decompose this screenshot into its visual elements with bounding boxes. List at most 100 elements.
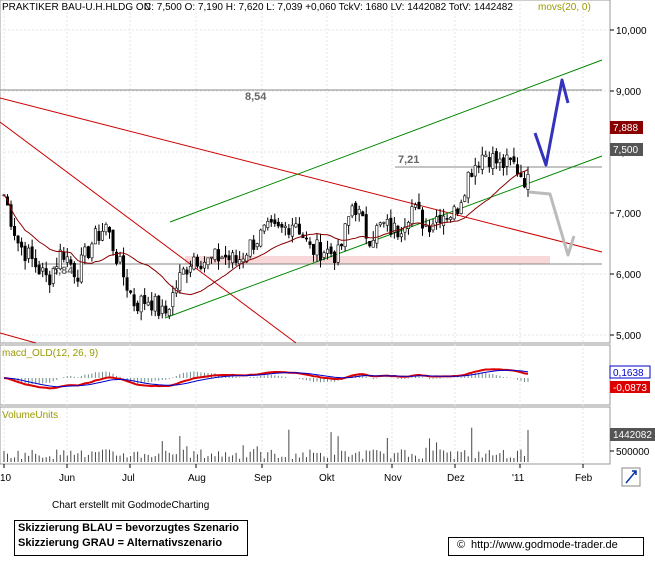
time-tick-label: Sep [254, 473, 272, 484]
candle-body [519, 172, 523, 177]
downtrend-line-long [0, 97, 603, 253]
ma-value-badge [610, 121, 643, 134]
candle-body [55, 266, 59, 269]
candle-body [487, 157, 491, 167]
candle-body [132, 294, 136, 307]
candle-body [280, 224, 284, 228]
candle-body [375, 225, 379, 244]
candle-body [477, 165, 481, 168]
candle-body [30, 246, 34, 259]
candle-body [20, 241, 24, 248]
candle-body [396, 225, 400, 238]
price-tick-label: 5,000 [616, 331, 641, 342]
candle-body [202, 261, 206, 269]
copyright-symbol: © [457, 539, 466, 551]
candle-body [385, 219, 389, 226]
candle-body [79, 254, 83, 283]
candle-body [357, 208, 361, 215]
candle-body [350, 205, 354, 217]
candle-body [392, 222, 396, 233]
volume-panel [0, 406, 611, 465]
candle-body [16, 235, 20, 244]
downtrend-line-steep [0, 121, 297, 344]
candle-body [259, 229, 263, 247]
candle-body [58, 249, 62, 270]
candle-body [139, 295, 143, 313]
candle-body [192, 256, 196, 270]
price-series [2, 146, 530, 321]
candle-body [498, 158, 502, 163]
level-label-721: 7,21 [398, 154, 419, 166]
arrow-icon [625, 470, 637, 484]
candle-body [178, 272, 182, 291]
candle-body [255, 243, 259, 248]
candle-body [104, 224, 108, 233]
candle-body [410, 206, 414, 224]
candle-body [480, 154, 484, 170]
scenario-legend: Skizzierung BLAU = bevorzugtes Szenario … [14, 520, 248, 556]
time-tick-label: Aug [188, 473, 206, 484]
candle-body [413, 204, 417, 208]
time-tick-label: Jul [122, 473, 135, 484]
candle-body [34, 258, 38, 268]
legend-gray: Skizzierung GRAU = Alternativszenario [18, 537, 223, 549]
candle-body [220, 256, 224, 260]
candle-body [276, 221, 280, 227]
price-value-label: 7,500 [613, 145, 638, 156]
signal-value-label: -0,0873 [613, 383, 647, 394]
candle-body [23, 245, 27, 262]
candle-body [347, 216, 351, 226]
candle-body [526, 174, 530, 190]
candle-body [213, 248, 217, 260]
time-tick-label: Okt [319, 473, 335, 484]
downtrend-line-low [0, 332, 37, 344]
candle-body [241, 258, 245, 263]
candle-body [234, 255, 238, 263]
candle-body [206, 257, 210, 266]
candle-body [343, 223, 347, 247]
candle-body [195, 256, 199, 267]
candle-body [157, 295, 161, 316]
candle-body [83, 246, 87, 257]
candle-body [181, 268, 185, 275]
time-tick-label: 10 [0, 473, 12, 484]
candle-body [245, 254, 249, 263]
time-tick-label: Dez [447, 473, 465, 484]
price-tick-label: 10,000 [616, 26, 647, 37]
candle-body [108, 226, 112, 233]
candle-body [364, 214, 368, 239]
candle-body [463, 195, 467, 202]
time-axis: 10 Jun Jul Aug Sep Okt Nov Dez '11 Feb [0, 464, 593, 484]
price-tick-label: 9,000 [616, 87, 641, 98]
indicator-name: movs(20, 0) [538, 2, 591, 13]
candle-body [252, 239, 256, 250]
candle-body [160, 305, 164, 314]
volume-title: VolumeUnits [2, 410, 58, 421]
macd-title: macd_OLD(12, 26, 9) [2, 348, 98, 359]
macd-value-label: 0,1638 [613, 368, 644, 379]
candle-body [297, 223, 301, 235]
source-url-box[interactable]: © http://www.godmode-trader.de [448, 537, 644, 556]
candle-body [515, 164, 519, 175]
volume-bars [3, 427, 529, 462]
candle-body [143, 295, 147, 304]
candle-body [188, 266, 192, 273]
candle-body [266, 221, 270, 228]
candle-body [118, 256, 122, 263]
signal-value-badge [610, 381, 650, 393]
candle-body [470, 172, 474, 177]
source-url[interactable]: http://www.godmode-trader.de [471, 539, 618, 551]
candle-body [231, 252, 235, 264]
candle-body [224, 254, 228, 258]
time-tick-label: Jun [59, 473, 75, 484]
candle-body [466, 171, 470, 199]
candle-body [97, 230, 101, 241]
candle-body [72, 263, 76, 278]
ma-value-label: 7,888 [613, 123, 638, 134]
candle-body [129, 290, 133, 293]
candle-body [115, 251, 119, 264]
candle-body [69, 259, 73, 265]
candle-body [44, 268, 48, 276]
